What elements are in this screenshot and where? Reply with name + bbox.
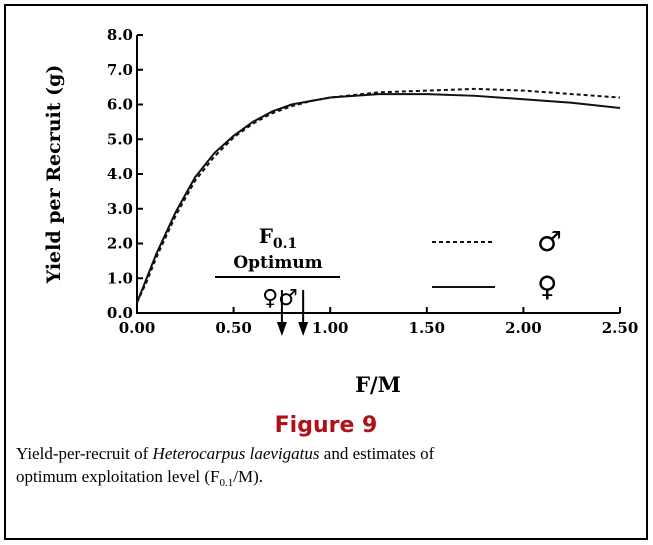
series-line: [136, 87, 621, 303]
y-tick-label: 7.0: [107, 61, 133, 79]
figure-label: Figure 9: [275, 413, 378, 438]
caption-text: /M).: [233, 467, 263, 486]
y-tick-label: 2.0: [107, 235, 133, 253]
y-tick-label: 8.0: [107, 26, 133, 44]
legend-label: ♂: [537, 225, 562, 258]
caption-text: Yield-per-recruit of: [16, 444, 153, 463]
caption-text: and estimates of: [320, 444, 435, 463]
annotation-f-letter: F: [259, 224, 273, 248]
arrow-head: [298, 322, 309, 336]
annotation-f: F0.1: [259, 224, 298, 252]
arrow-head: [276, 322, 287, 336]
y-tick-label: 3.0: [107, 200, 133, 218]
x-axis-label: F/M: [355, 372, 401, 397]
frame: [4, 4, 648, 540]
x-tick-label: 1.50: [409, 319, 446, 337]
annotation-optimum: Optimum: [233, 253, 322, 273]
annotation-f-sub: 0.1: [273, 236, 297, 252]
y-axis-label: Yield per Recruit (g): [43, 65, 65, 285]
y-tick-label: 0.0: [107, 304, 133, 322]
x-tick-label: 2.50: [602, 319, 639, 337]
x-tick-label: 2.00: [505, 319, 542, 337]
caption-sub: 0.1: [220, 477, 234, 489]
annotation-sexes: ♀♂: [262, 286, 298, 311]
x-tick-label: 0.00: [119, 319, 156, 337]
y-tick-label: 6.0: [107, 96, 133, 114]
caption-line-2: optimum exploitation level (F0.1/M).: [16, 467, 263, 489]
caption-line-1: Yield-per-recruit of Heterocarpus laevig…: [16, 444, 435, 463]
legend-label: ♀: [537, 270, 558, 303]
x-tick-label: 0.50: [215, 319, 252, 337]
y-tick-label: 4.0: [107, 165, 133, 183]
series-line: [136, 93, 621, 303]
y-tick-label: 1.0: [107, 269, 133, 287]
x-tick-label: 1.00: [312, 319, 349, 337]
caption-species: Heterocarpus laevigatus: [152, 444, 320, 463]
y-tick-label: 5.0: [107, 130, 133, 148]
caption-text: optimum exploitation level (F: [16, 467, 220, 486]
